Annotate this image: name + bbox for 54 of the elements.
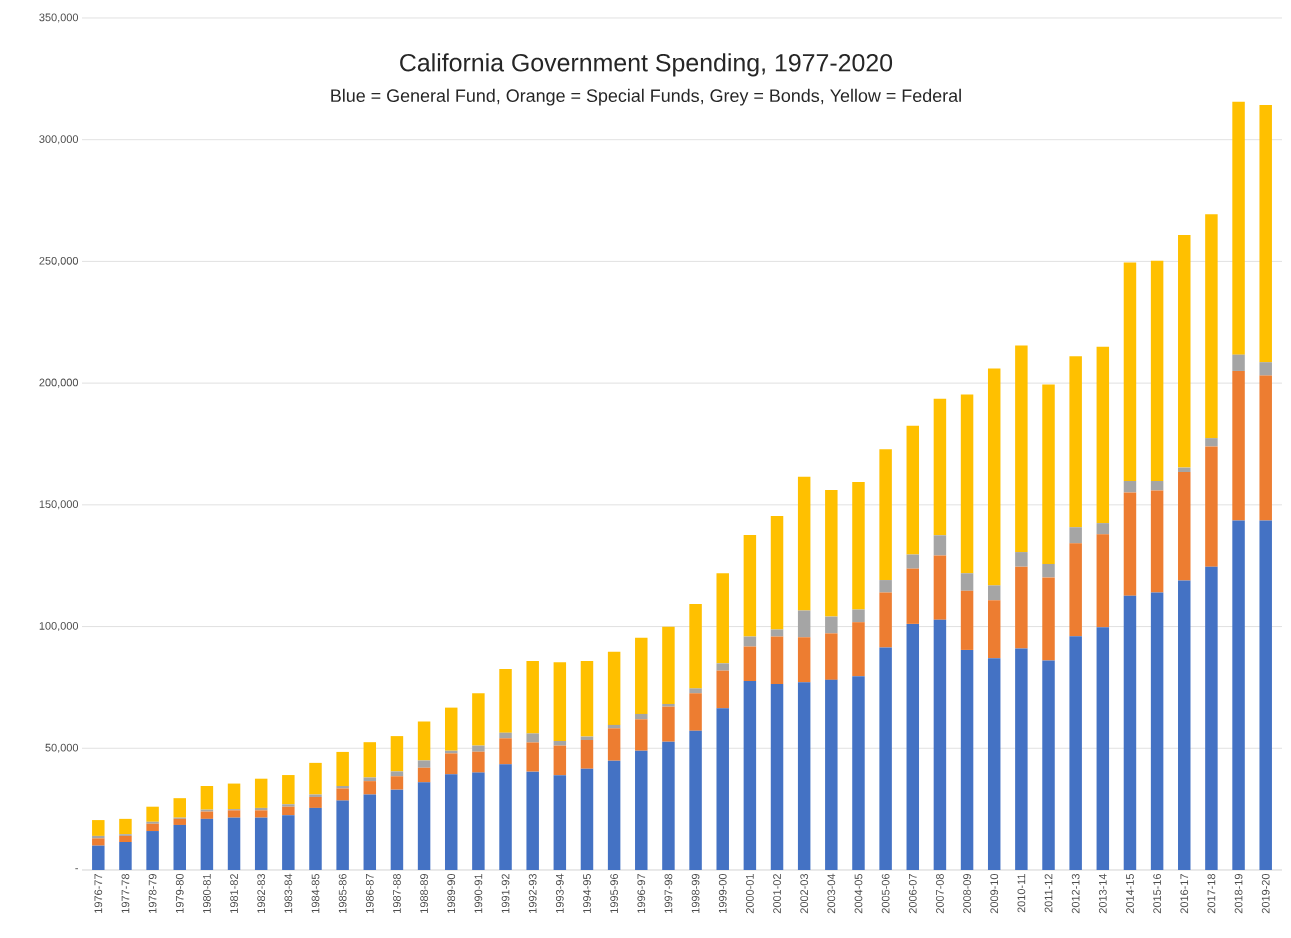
x-tick-label: 2014-15 bbox=[1126, 873, 1134, 914]
x-tick-label: 2018-19 bbox=[1234, 874, 1243, 914]
y-tick-label: 300,000 bbox=[39, 135, 79, 145]
x-tick-label: 2009-10 bbox=[990, 873, 999, 914]
x-tick-label: 1994-95 bbox=[583, 873, 591, 913]
y-tick-label: 50,000 bbox=[45, 743, 79, 753]
x-tick-label: 1982-83 bbox=[257, 874, 266, 913]
y-tick-label: - bbox=[75, 868, 78, 870]
x-tick-label: 1993-94 bbox=[555, 873, 564, 913]
x-tick-label: 1983-84 bbox=[284, 873, 293, 913]
x-tick-label: 2019-20 bbox=[1261, 873, 1270, 914]
x-tick-label: 1976-77 bbox=[94, 874, 103, 913]
x-tick-label: 2005-06 bbox=[881, 874, 890, 914]
x-tick-label: 1987-88 bbox=[393, 874, 401, 913]
x-tick-label: 1992-93 bbox=[528, 874, 537, 913]
x-tick-label: 1990-91 bbox=[474, 874, 483, 913]
x-tick-label: 2004-05 bbox=[854, 873, 863, 914]
x-tick-label: 1977-78 bbox=[121, 874, 130, 913]
x-tick-label: 1991-92 bbox=[501, 874, 510, 913]
x-tick-label: 1979-80 bbox=[175, 873, 184, 913]
x-tick-label: 1988-89 bbox=[420, 874, 428, 913]
y-tick-label: 350,000 bbox=[39, 13, 79, 23]
x-tick-label: 2017-18 bbox=[1207, 874, 1216, 914]
x-tick-label: 2007-08 bbox=[936, 874, 944, 914]
x-tick-label: 1978-79 bbox=[148, 874, 157, 913]
y-tick-label: 150,000 bbox=[39, 500, 79, 510]
x-tick-label: 2006-07 bbox=[908, 874, 917, 914]
x-tick-label: 1985-86 bbox=[338, 874, 347, 913]
x-tick-label: 2011-12 bbox=[1044, 874, 1053, 913]
x-tick-label: 2015-16 bbox=[1153, 874, 1161, 914]
y-tick-label: 100,000 bbox=[39, 622, 79, 632]
x-tick-label: 1980-81 bbox=[203, 874, 211, 913]
x-tick-label: 1997-98 bbox=[664, 874, 673, 913]
x-tick-label: 2012-13 bbox=[1071, 874, 1080, 914]
x-tick-label: 2010-11 bbox=[1017, 874, 1026, 913]
x-tick-label: 2003-04 bbox=[827, 873, 836, 914]
x-tick-label: 1981-82 bbox=[230, 874, 238, 913]
x-tick-label: 2016-17 bbox=[1180, 874, 1189, 914]
x-tick-label: 2001-02 bbox=[773, 874, 781, 914]
text: California Government Spending, 1977-2020 bbox=[400, 53, 893, 77]
x-tick-label: 2008-09 bbox=[963, 874, 971, 914]
x-tick-label: 2000-01 bbox=[746, 874, 754, 914]
x-tick-label: 1998-99 bbox=[691, 874, 700, 913]
y-tick-label: 250,000 bbox=[39, 256, 79, 266]
x-tick-label: 1995-96 bbox=[610, 874, 619, 913]
x-tick-label: 2002-03 bbox=[800, 874, 809, 914]
x-tick-label: 1986-87 bbox=[365, 874, 374, 913]
x-tick-label: 1999-00 bbox=[718, 873, 727, 913]
text: Blue = General Fund, Orange = Special Funds, Grey = Bonds, Yellow = Federal bbox=[331, 88, 961, 106]
x-tick-label: 2013-14 bbox=[1098, 873, 1107, 914]
y-tick-label: 200,000 bbox=[39, 378, 79, 388]
x-tick-label: 1984-85 bbox=[311, 873, 320, 913]
x-tick-label: 1996-97 bbox=[637, 874, 646, 913]
x-tick-label: 1989-90 bbox=[447, 873, 456, 913]
